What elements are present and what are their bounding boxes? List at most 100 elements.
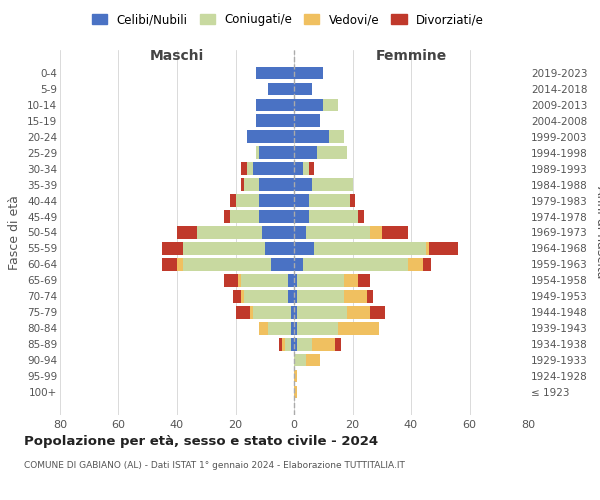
Bar	[268, 82, 294, 95]
Text: Maschi: Maschi	[150, 49, 204, 63]
Bar	[294, 226, 306, 238]
Bar	[241, 162, 247, 175]
Bar	[294, 178, 311, 191]
Bar	[230, 194, 235, 207]
Bar	[344, 274, 358, 286]
Bar	[256, 66, 294, 79]
Bar	[259, 210, 294, 223]
Bar	[294, 258, 303, 270]
Bar	[241, 290, 244, 302]
Y-axis label: Anni di nascita: Anni di nascita	[594, 186, 600, 279]
Bar	[247, 130, 294, 143]
Bar	[297, 322, 338, 334]
Bar	[291, 338, 294, 350]
Bar	[183, 242, 265, 254]
Bar	[311, 338, 335, 350]
Bar	[235, 306, 250, 318]
Bar	[288, 274, 294, 286]
Bar	[291, 306, 294, 318]
Bar	[294, 370, 297, 382]
Bar	[241, 178, 244, 191]
Bar	[303, 162, 308, 175]
Bar	[250, 306, 253, 318]
Bar	[294, 162, 303, 175]
Bar	[358, 210, 364, 223]
Text: COMUNE DI GABIANO (AL) - Dati ISTAT 1° gennaio 2024 - Elaborazione TUTTITALIA.IT: COMUNE DI GABIANO (AL) - Dati ISTAT 1° g…	[24, 461, 405, 470]
Bar	[370, 226, 382, 238]
Bar	[329, 130, 344, 143]
Bar	[177, 258, 183, 270]
Bar	[244, 290, 288, 302]
Bar	[294, 274, 297, 286]
Bar	[253, 306, 291, 318]
Bar	[163, 242, 183, 254]
Bar	[335, 338, 341, 350]
Bar	[294, 194, 308, 207]
Bar	[350, 194, 355, 207]
Bar	[297, 306, 347, 318]
Bar	[259, 322, 268, 334]
Y-axis label: Fasce di età: Fasce di età	[8, 195, 22, 270]
Bar	[294, 338, 297, 350]
Bar	[323, 98, 338, 111]
Bar	[294, 98, 323, 111]
Bar	[259, 194, 294, 207]
Bar	[425, 242, 428, 254]
Bar	[256, 146, 259, 159]
Bar	[183, 258, 271, 270]
Bar	[308, 210, 358, 223]
Bar	[423, 258, 431, 270]
Bar	[259, 178, 294, 191]
Bar	[238, 274, 241, 286]
Bar	[297, 274, 344, 286]
Text: Popolazione per età, sesso e stato civile - 2024: Popolazione per età, sesso e stato civil…	[24, 434, 378, 448]
Bar	[235, 194, 259, 207]
Bar	[177, 226, 197, 238]
Bar	[233, 290, 241, 302]
Bar	[382, 226, 408, 238]
Bar	[271, 258, 294, 270]
Bar	[347, 306, 370, 318]
Bar	[306, 226, 370, 238]
Bar	[308, 194, 350, 207]
Bar	[241, 274, 288, 286]
Bar	[247, 162, 253, 175]
Bar	[294, 242, 314, 254]
Bar	[311, 178, 353, 191]
Bar	[294, 210, 308, 223]
Bar	[294, 82, 311, 95]
Bar	[244, 178, 259, 191]
Bar	[294, 290, 297, 302]
Bar	[370, 306, 385, 318]
Bar	[297, 290, 344, 302]
Bar	[265, 242, 294, 254]
Bar	[283, 338, 285, 350]
Bar	[294, 130, 329, 143]
Bar	[297, 338, 311, 350]
Bar	[256, 98, 294, 111]
Bar	[317, 146, 347, 159]
Bar	[288, 290, 294, 302]
Bar	[253, 162, 294, 175]
Bar	[303, 258, 408, 270]
Bar	[338, 322, 379, 334]
Bar	[163, 258, 177, 270]
Bar	[256, 114, 294, 127]
Bar	[358, 274, 370, 286]
Bar	[428, 242, 458, 254]
Bar	[294, 306, 297, 318]
Bar	[306, 354, 320, 366]
Bar	[308, 162, 314, 175]
Legend: Celibi/Nubili, Coniugati/e, Vedovi/e, Divorziati/e: Celibi/Nubili, Coniugati/e, Vedovi/e, Di…	[87, 8, 489, 31]
Bar	[259, 146, 294, 159]
Bar	[285, 338, 291, 350]
Bar	[197, 226, 262, 238]
Bar	[314, 242, 425, 254]
Bar	[294, 66, 323, 79]
Bar	[280, 338, 283, 350]
Bar	[344, 290, 367, 302]
Bar	[367, 290, 373, 302]
Bar	[294, 354, 306, 366]
Text: Femmine: Femmine	[376, 49, 446, 63]
Bar	[408, 258, 423, 270]
